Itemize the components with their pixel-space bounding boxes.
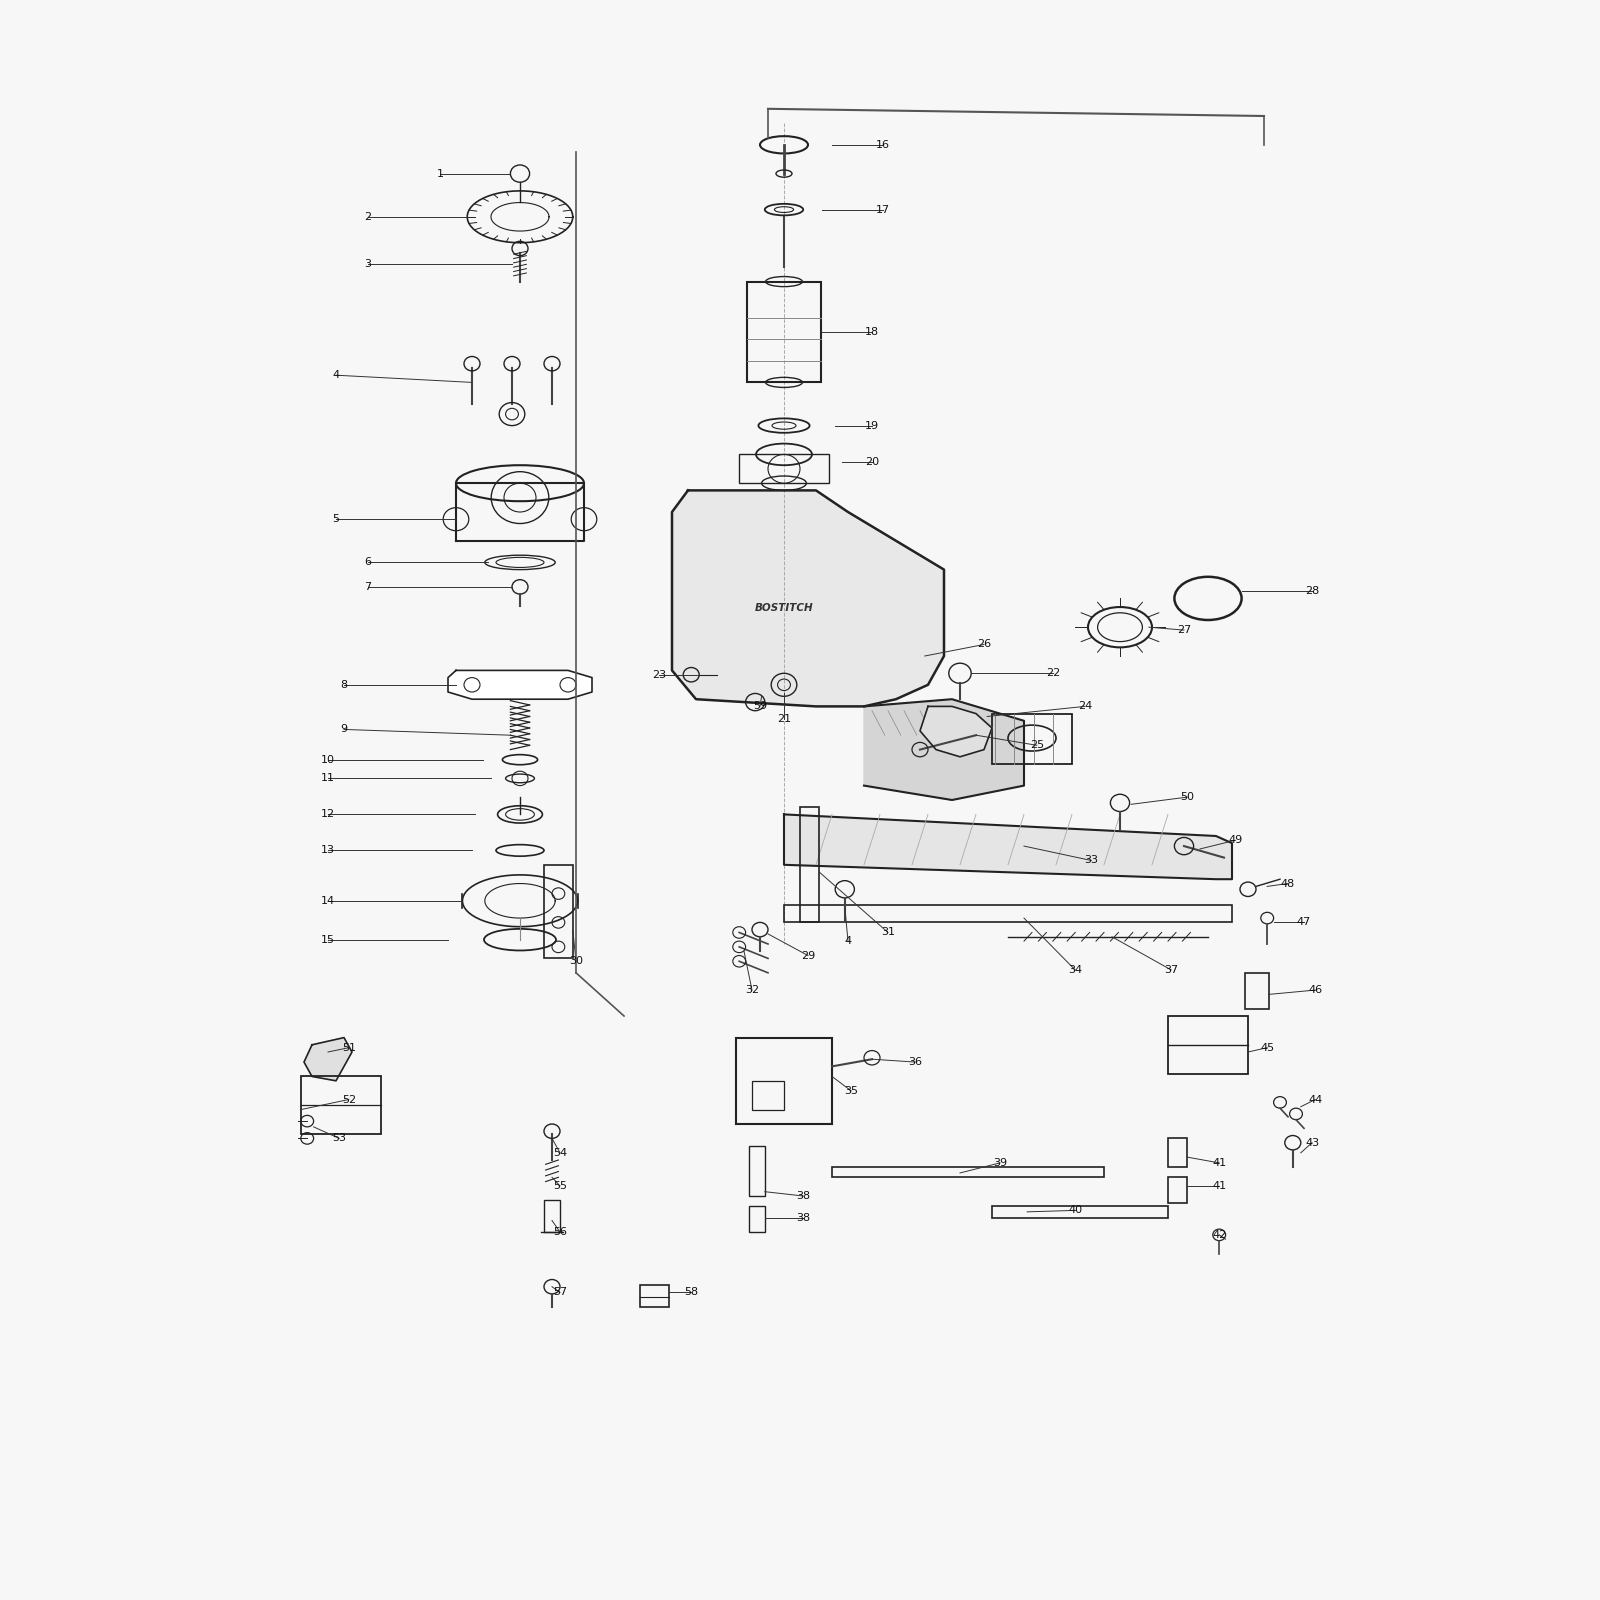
Text: 19: 19 xyxy=(866,421,878,430)
Text: 12: 12 xyxy=(322,810,334,819)
Text: 43: 43 xyxy=(1306,1138,1318,1147)
Text: 55: 55 xyxy=(554,1181,566,1190)
Bar xyxy=(544,1200,560,1232)
Text: 30: 30 xyxy=(570,957,582,966)
Text: 45: 45 xyxy=(1261,1043,1274,1053)
Bar xyxy=(1168,1178,1187,1203)
Text: 29: 29 xyxy=(802,950,814,960)
Text: 42: 42 xyxy=(1213,1230,1226,1240)
Bar xyxy=(832,1168,1104,1178)
Text: 21: 21 xyxy=(778,714,790,725)
Bar xyxy=(640,1285,669,1307)
Text: 38: 38 xyxy=(797,1213,810,1222)
Bar xyxy=(752,1082,784,1110)
Text: 18: 18 xyxy=(866,326,878,338)
Text: 16: 16 xyxy=(877,139,890,150)
Bar xyxy=(749,1146,765,1197)
Text: 41: 41 xyxy=(1213,1158,1226,1168)
Bar xyxy=(800,806,819,922)
Polygon shape xyxy=(920,707,992,757)
Text: 38: 38 xyxy=(797,1190,810,1202)
Text: 2: 2 xyxy=(365,211,371,222)
Text: 34: 34 xyxy=(1069,965,1082,974)
Text: 50: 50 xyxy=(1181,792,1194,802)
Text: 10: 10 xyxy=(322,755,334,765)
Bar xyxy=(1168,1016,1248,1074)
Bar xyxy=(749,1206,765,1232)
Bar xyxy=(992,714,1072,765)
Text: 8: 8 xyxy=(341,680,347,690)
Text: 5: 5 xyxy=(333,514,339,525)
Text: 3: 3 xyxy=(365,259,371,269)
Polygon shape xyxy=(448,670,592,699)
Text: 53: 53 xyxy=(333,1133,346,1144)
Bar xyxy=(1245,973,1269,1010)
Text: 51: 51 xyxy=(342,1043,355,1053)
Bar xyxy=(736,1037,832,1123)
Text: 57: 57 xyxy=(554,1288,566,1298)
Text: 11: 11 xyxy=(322,773,334,784)
Text: 26: 26 xyxy=(978,640,990,650)
Text: 39: 39 xyxy=(994,1158,1006,1168)
Text: 54: 54 xyxy=(554,1147,566,1158)
Text: 48: 48 xyxy=(1282,878,1294,888)
Text: 15: 15 xyxy=(322,934,334,944)
Bar xyxy=(544,864,573,958)
Polygon shape xyxy=(784,814,1232,880)
Bar xyxy=(992,1206,1168,1218)
Text: 23: 23 xyxy=(653,670,666,680)
Text: 58: 58 xyxy=(685,1288,698,1298)
Text: 33: 33 xyxy=(1085,856,1098,866)
Text: 7: 7 xyxy=(365,582,371,592)
Bar xyxy=(301,1077,381,1134)
Text: 27: 27 xyxy=(1178,626,1190,635)
Text: 36: 36 xyxy=(909,1058,922,1067)
Text: 32: 32 xyxy=(746,986,758,995)
Text: 14: 14 xyxy=(322,896,334,906)
Text: 41: 41 xyxy=(1213,1181,1226,1190)
Text: 25: 25 xyxy=(1030,741,1043,750)
Text: 17: 17 xyxy=(877,205,890,214)
Text: 59: 59 xyxy=(754,701,766,712)
Text: 20: 20 xyxy=(866,456,878,467)
Text: BOSTITCH: BOSTITCH xyxy=(755,603,813,613)
Text: 37: 37 xyxy=(1165,965,1178,974)
Polygon shape xyxy=(672,490,944,707)
Text: 52: 52 xyxy=(342,1094,355,1104)
Text: 13: 13 xyxy=(322,845,334,856)
Text: 46: 46 xyxy=(1309,986,1322,995)
Text: 35: 35 xyxy=(845,1086,858,1096)
Bar xyxy=(739,454,829,483)
Polygon shape xyxy=(864,699,1024,800)
Text: 31: 31 xyxy=(882,928,894,938)
Text: 40: 40 xyxy=(1069,1205,1082,1216)
Text: 49: 49 xyxy=(1229,835,1242,845)
Text: 24: 24 xyxy=(1078,701,1091,712)
Text: 1: 1 xyxy=(437,168,443,179)
Polygon shape xyxy=(304,1038,352,1082)
Bar xyxy=(784,906,1232,922)
Text: 9: 9 xyxy=(341,725,347,734)
Bar xyxy=(747,282,821,382)
Text: 28: 28 xyxy=(1306,586,1318,597)
Bar xyxy=(1168,1139,1187,1168)
Text: 6: 6 xyxy=(365,557,371,568)
Text: 4: 4 xyxy=(845,936,851,946)
Text: 47: 47 xyxy=(1298,917,1310,928)
Text: 4: 4 xyxy=(333,370,339,381)
Text: 56: 56 xyxy=(554,1227,566,1237)
Text: 22: 22 xyxy=(1046,669,1059,678)
Text: 44: 44 xyxy=(1309,1094,1322,1104)
